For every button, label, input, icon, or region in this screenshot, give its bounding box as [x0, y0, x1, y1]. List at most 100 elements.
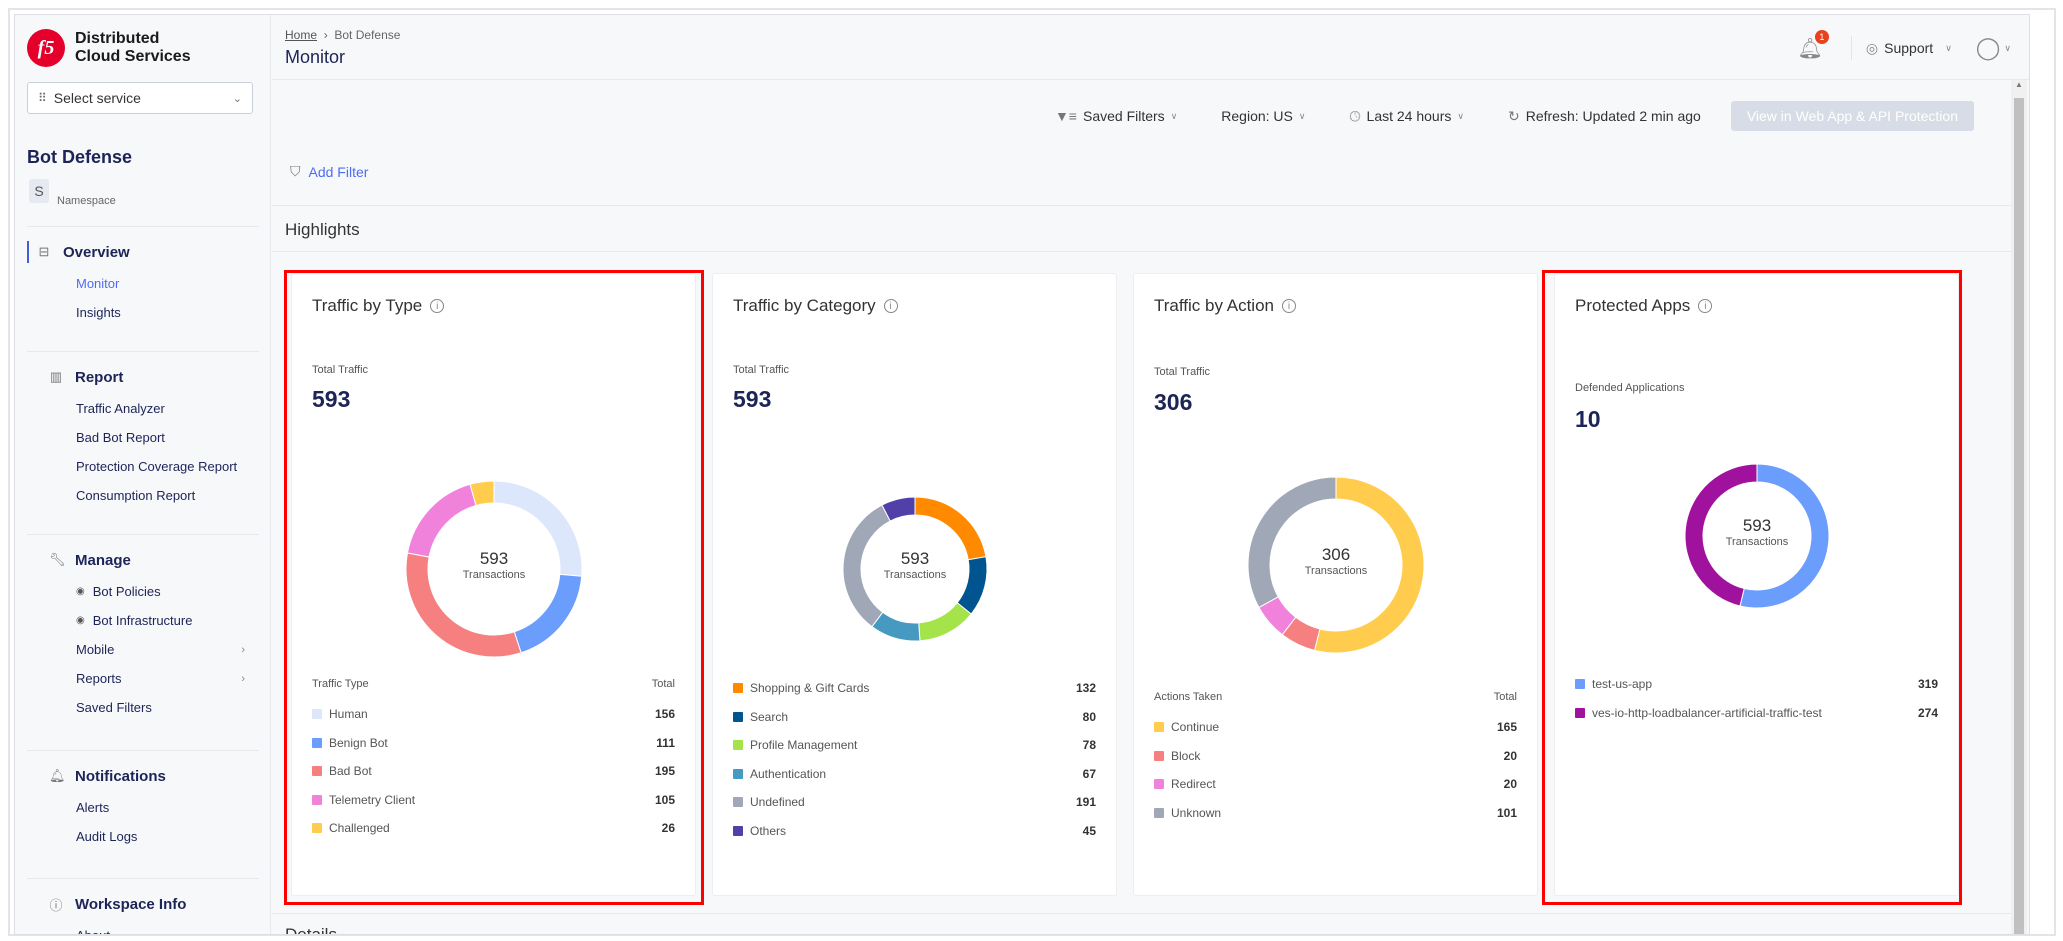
- region-dropdown[interactable]: Region: US∨: [1221, 108, 1305, 124]
- eye-icon: ◉: [76, 586, 85, 597]
- notification-count-badge: 1: [1815, 30, 1829, 44]
- filter-list-icon: ▼≡: [1055, 108, 1077, 124]
- header-actions: 🔔︎1 ◎Support∨ ◯∨: [1798, 35, 2011, 61]
- user-menu[interactable]: ◯∨: [1976, 35, 2011, 61]
- legend-value: 67: [1083, 767, 1096, 781]
- legend-value: 165: [1497, 720, 1517, 734]
- chevron-down-icon: ∨: [2004, 43, 2011, 54]
- legend-header: Traffic TypeTotal: [312, 678, 675, 700]
- legend-item[interactable]: ves-io-http-loadbalancer-artificial-traf…: [1575, 699, 1938, 728]
- sidebar-item-monitor[interactable]: Monitor: [27, 269, 259, 298]
- card-protected-apps: Protected Appsi Defended Applications 10…: [1554, 273, 1959, 896]
- sidebar-item-audit-logs[interactable]: Audit Logs: [27, 822, 259, 851]
- legend-item[interactable]: Search80: [733, 703, 1096, 732]
- legend-header-total: Total: [1494, 691, 1517, 713]
- donut-slice-profile-management[interactable]: [919, 603, 971, 641]
- legend-item[interactable]: Telemetry Client105: [312, 786, 675, 815]
- divider: [272, 251, 2011, 252]
- legend-header-label: Traffic Type: [312, 678, 369, 700]
- legend-item[interactable]: Profile Management78: [733, 731, 1096, 760]
- legend-label: test-us-app: [1592, 677, 1652, 691]
- sidebar-section-workspace-info: ⓘWorkspace Info About: [27, 878, 259, 935]
- sidebar-item-bad-bot-report[interactable]: Bad Bot Report: [27, 423, 259, 452]
- sidebar-item-overview[interactable]: ⊟Overview: [27, 241, 259, 263]
- legend-item[interactable]: Redirect20: [1154, 770, 1517, 799]
- legend-label: ves-io-http-loadbalancer-artificial-traf…: [1592, 706, 1822, 720]
- info-icon[interactable]: i: [1698, 299, 1712, 313]
- time-range-dropdown[interactable]: 🕓︎Last 24 hours∨: [1349, 108, 1464, 125]
- legend-item[interactable]: Undefined191: [733, 788, 1096, 817]
- saved-filters-dropdown[interactable]: ▼≡Saved Filters∨: [1055, 108, 1177, 124]
- select-service-dropdown[interactable]: ⠿ Select service ⌄: [27, 82, 253, 114]
- sidebar-item-bot-infrastructure[interactable]: ◉Bot Infrastructure: [27, 606, 259, 635]
- scrollbar-thumb[interactable]: [2014, 98, 2024, 935]
- sidebar-item-protection-coverage-report[interactable]: Protection Coverage Report: [27, 452, 259, 481]
- namespace-selector[interactable]: S Namespace: [29, 179, 116, 203]
- legend-item[interactable]: Shopping & Gift Cards132: [733, 674, 1096, 703]
- legend-swatch: [312, 766, 322, 776]
- info-icon[interactable]: i: [1282, 299, 1296, 313]
- chevron-right-icon: ›: [241, 673, 245, 685]
- legend: test-us-app319 ves-io-http-loadbalancer-a…: [1575, 670, 1938, 727]
- legend-item[interactable]: Authentication67: [733, 760, 1096, 789]
- sidebar-item-about[interactable]: About: [27, 921, 259, 935]
- chevron-down-icon: ∨: [1945, 43, 1952, 54]
- card-title-text: Traffic by Action: [1154, 296, 1274, 316]
- sidebar-item-bot-policies[interactable]: ◉Bot Policies: [27, 577, 259, 606]
- divider: [1851, 36, 1852, 60]
- legend-label: Redirect: [1171, 777, 1216, 791]
- info-icon[interactable]: i: [884, 299, 898, 313]
- legend-item[interactable]: Human156: [312, 700, 675, 729]
- add-filter-button[interactable]: ⛉Add Filter: [290, 163, 368, 180]
- breadcrumb-home[interactable]: Home: [285, 28, 317, 42]
- legend-header-label: Actions Taken: [1154, 691, 1222, 713]
- saved-filters-label: Saved Filters: [1083, 108, 1165, 124]
- view-in-waap-button[interactable]: View in Web App & API Protection: [1731, 101, 1974, 131]
- legend-item[interactable]: Benign Bot111: [312, 729, 675, 758]
- sidebar-item-consumption-report[interactable]: Consumption Report: [27, 481, 259, 510]
- kpi-value: 10: [1575, 406, 1601, 433]
- sidebar-item-insights[interactable]: Insights: [27, 298, 259, 327]
- scroll-up-icon[interactable]: ▲: [2011, 80, 2027, 96]
- legend-item[interactable]: Others45: [733, 817, 1096, 846]
- legend-item[interactable]: Challenged26: [312, 814, 675, 843]
- notifications-button[interactable]: 🔔︎1: [1798, 36, 1823, 61]
- legend-item[interactable]: Continue165: [1154, 713, 1517, 742]
- sidebar-item-traffic-analyzer[interactable]: Traffic Analyzer: [27, 394, 259, 423]
- sidebar-item-mobile[interactable]: Mobile›: [27, 635, 259, 664]
- info-icon[interactable]: i: [430, 299, 444, 313]
- refresh-button[interactable]: ↻Refresh: Updated 2 min ago: [1508, 108, 1701, 125]
- scrollbar[interactable]: ▲: [2011, 80, 2027, 935]
- donut-center: 306Transactions: [1266, 545, 1406, 577]
- donut-slice-unknown[interactable]: [1248, 477, 1336, 607]
- legend-item[interactable]: test-us-app319: [1575, 670, 1938, 699]
- brand-line-1: Distributed: [75, 30, 191, 48]
- sidebar-item-saved-filters[interactable]: Saved Filters: [27, 693, 259, 722]
- funnel-icon: ⛉: [290, 163, 301, 180]
- sidebar-item-notifications[interactable]: 🔔︎Notifications: [27, 765, 259, 787]
- sidebar-item-label: Monitor: [76, 276, 119, 291]
- legend-value: 80: [1083, 710, 1096, 724]
- legend-item[interactable]: Bad Bot195: [312, 757, 675, 786]
- sidebar-item-alerts[interactable]: Alerts: [27, 793, 259, 822]
- sidebar-item-reports[interactable]: Reports›: [27, 664, 259, 693]
- legend-item[interactable]: Unknown101: [1154, 799, 1517, 828]
- sidebar-item-report[interactable]: ▥Report: [27, 366, 259, 388]
- breadcrumb-current: Bot Defense: [334, 28, 400, 42]
- legend-item[interactable]: Block20: [1154, 742, 1517, 771]
- card-title: Traffic by Action i: [1154, 296, 1296, 316]
- legend: Actions TakenTotalContinue165Block20Redi…: [1154, 691, 1517, 827]
- logo[interactable]: f5 DistributedCloud Services: [27, 29, 191, 67]
- sidebar-item-label: Mobile: [76, 642, 114, 657]
- sidebar-section-label: Workspace Info: [75, 896, 186, 913]
- donut-slice-telemetry-client[interactable]: [407, 484, 476, 557]
- sidebar-item-workspace-info[interactable]: ⓘWorkspace Info: [27, 893, 259, 915]
- support-menu[interactable]: ◎Support∨: [1866, 40, 1952, 57]
- sidebar-item-manage[interactable]: 🔧︎Manage: [27, 549, 259, 571]
- legend-label: Undefined: [750, 795, 805, 809]
- sidebar-section-manage: 🔧︎Manage ◉Bot Policies◉Bot Infrastructur…: [27, 534, 259, 722]
- legend-label: Profile Management: [750, 738, 857, 752]
- legend-swatch: [1154, 722, 1164, 732]
- donut-slice-benign-bot[interactable]: [514, 574, 581, 652]
- overview-icon: ⊟: [37, 244, 51, 260]
